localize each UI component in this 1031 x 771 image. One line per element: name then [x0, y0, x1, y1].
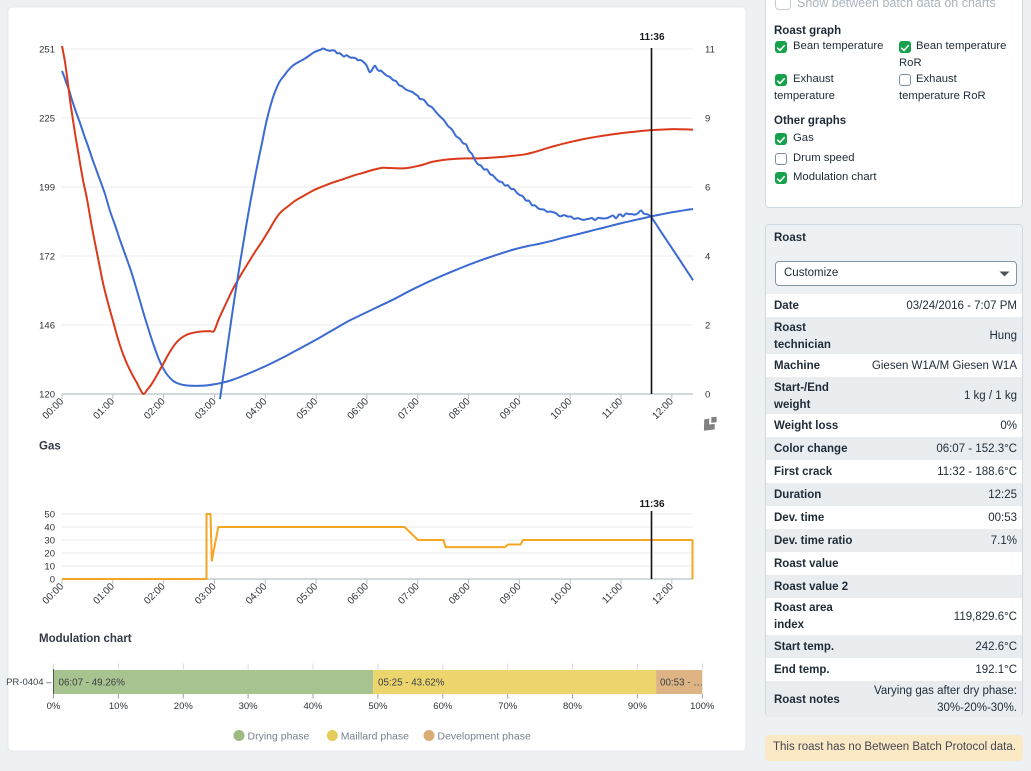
svg-text:0%: 0%: [47, 701, 61, 712]
svg-text:00:53 - …: 00:53 - …: [660, 678, 703, 689]
svg-text:100%: 100%: [690, 701, 715, 712]
svg-text:70%: 70%: [498, 701, 518, 712]
svg-text:Drying phase: Drying phase: [248, 731, 310, 743]
svg-text:Maillard phase: Maillard phase: [341, 731, 409, 743]
svg-text:40%: 40%: [303, 701, 323, 712]
svg-text:225: 225: [39, 114, 55, 125]
svg-text:9: 9: [705, 114, 710, 125]
svg-text:Gas: Gas: [39, 441, 61, 453]
svg-text:0: 0: [50, 575, 55, 586]
svg-text:50%: 50%: [368, 701, 388, 712]
svg-text:6: 6: [705, 183, 710, 194]
svg-text:30%: 30%: [239, 701, 259, 712]
svg-text:30: 30: [44, 536, 55, 547]
svg-text:120: 120: [39, 390, 55, 401]
svg-text:11:36: 11:36: [639, 499, 664, 510]
svg-text:Modulation chart: Modulation chart: [39, 633, 132, 645]
svg-text:2: 2: [705, 321, 710, 332]
svg-text:05:25 - 43.62%: 05:25 - 43.62%: [378, 678, 445, 689]
svg-text:60%: 60%: [433, 701, 453, 712]
svg-text:20: 20: [44, 549, 55, 560]
svg-text:199: 199: [39, 183, 55, 194]
svg-text:50: 50: [44, 510, 55, 521]
svg-text:90%: 90%: [628, 701, 648, 712]
svg-text:0: 0: [705, 390, 710, 401]
svg-text:251: 251: [39, 45, 55, 56]
svg-text:06:07 - 49.26%: 06:07 - 49.26%: [59, 678, 126, 689]
svg-text:40: 40: [44, 523, 55, 534]
svg-text:10%: 10%: [109, 701, 129, 712]
svg-text:Development phase: Development phase: [437, 731, 531, 743]
svg-text:PR-0404 –: PR-0404 –: [6, 677, 52, 688]
svg-text:11:36: 11:36: [639, 32, 664, 43]
svg-text:4: 4: [705, 252, 710, 263]
svg-text:11: 11: [705, 45, 715, 56]
svg-text:146: 146: [39, 321, 55, 332]
svg-text:20%: 20%: [174, 701, 194, 712]
svg-text:172: 172: [39, 252, 55, 263]
svg-text:10: 10: [44, 562, 55, 573]
svg-text:80%: 80%: [563, 701, 583, 712]
